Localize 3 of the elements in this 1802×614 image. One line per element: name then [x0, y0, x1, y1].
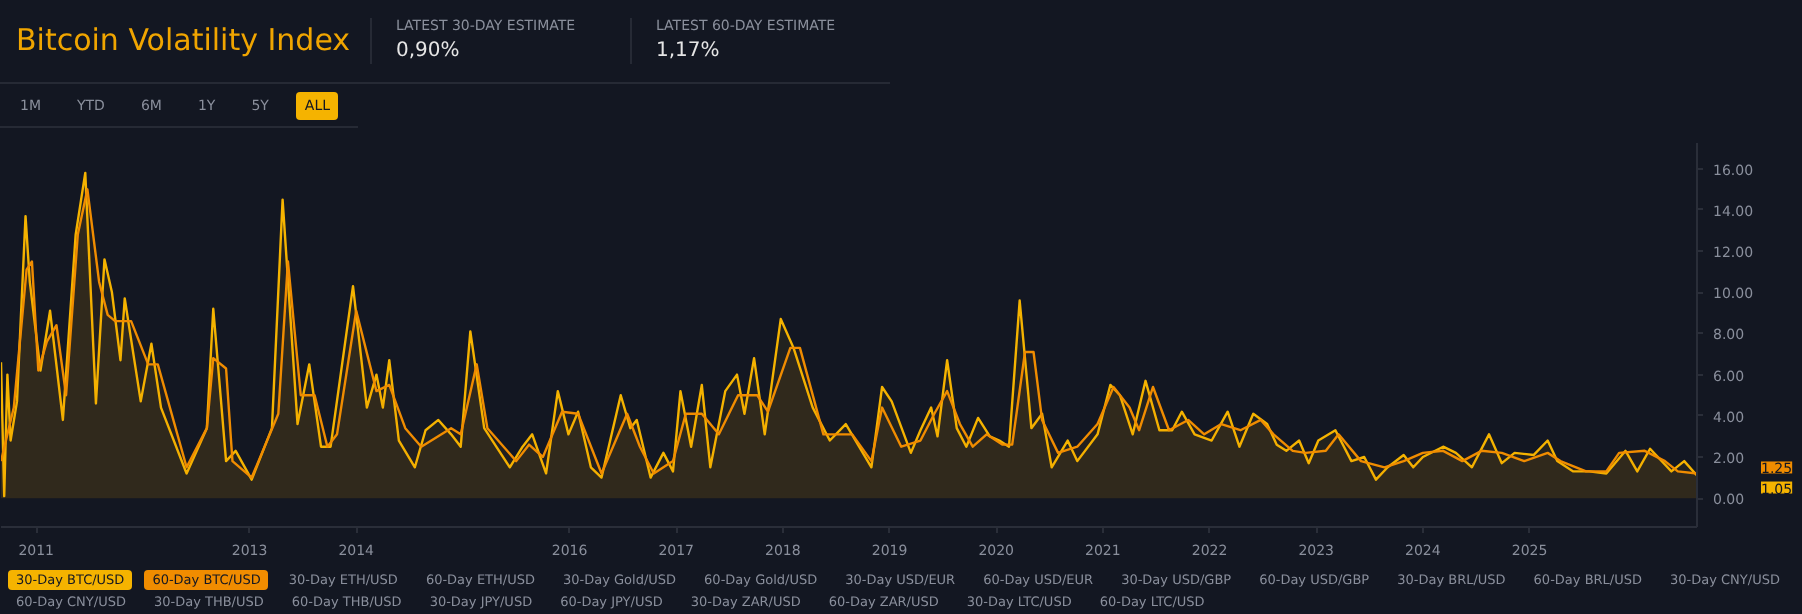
- chart-title: Bitcoin Volatility Index: [14, 19, 353, 62]
- text: 0,90%: [396, 40, 462, 65]
- text: 1,17%: [656, 40, 722, 65]
